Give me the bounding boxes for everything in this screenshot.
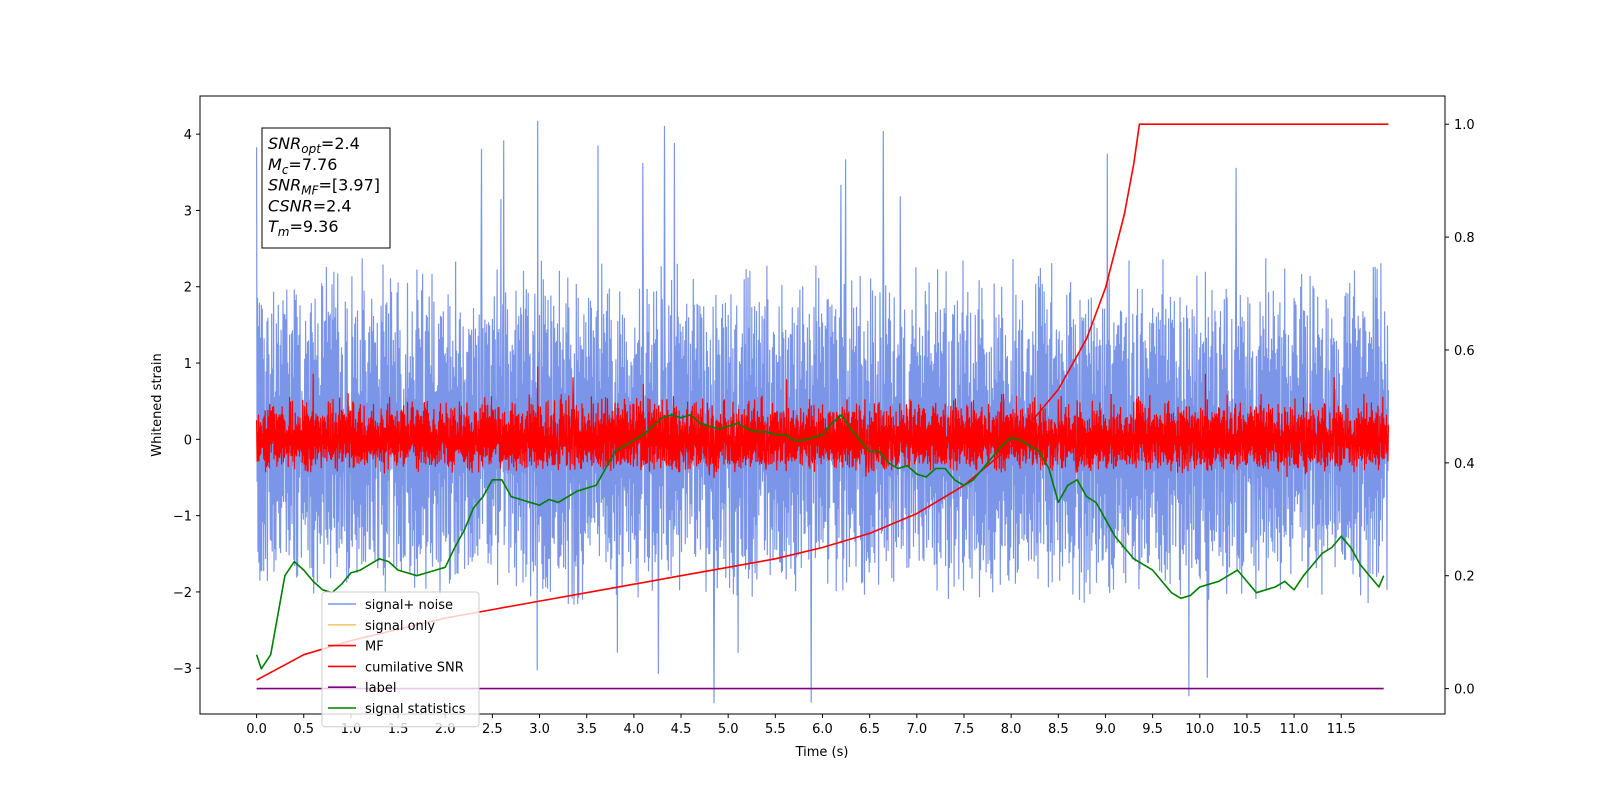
series-signal-statistics [255,414,1385,670]
x-tick-label: 10.5 [1232,722,1261,737]
y-tick-label: −3 [173,662,192,677]
y2-tick-label: 0.8 [1454,231,1475,246]
x-tick-label: 3.0 [529,722,550,737]
x-tick-label: 7.5 [954,722,975,737]
y-axis-label: Whitened strain [150,353,165,456]
annotation-line: SNRopt=2.4 [268,134,360,156]
y-tick-label: 1 [184,357,192,372]
y2-tick-label: 0.2 [1454,570,1475,585]
y2-tick-label: 0.0 [1454,683,1475,698]
legend-label-signal-only: signal only [365,619,435,634]
x-tick-label: 5.0 [718,722,739,737]
y2-tick-label: 0.6 [1454,344,1475,359]
annotation-line: Tm=9.36 [268,217,339,239]
legend: signal+ noise signal only MF cumilative SNR… [321,591,480,728]
y-tick-label: −2 [173,586,192,601]
x-tick-label: 9.5 [1142,722,1163,737]
x-tick-label: 11.0 [1280,722,1309,737]
y-tick-label: 0 [184,433,192,448]
x-tick-label: 5.5 [765,722,786,737]
x-tick-label: 3.5 [576,722,597,737]
legend-label-label: label [365,681,396,696]
y-tick-label: 3 [184,204,192,219]
x-tick-label: 9.0 [1095,722,1116,737]
x-tick-label: 6.5 [859,722,880,737]
series-signal-noise [256,120,1389,704]
x-tick-label: 8.5 [1048,722,1069,737]
x-tick-label: 2.5 [482,722,503,737]
annotation-line: Mc=7.76 [268,155,337,177]
series-mf [256,366,1389,479]
annotation-frame [261,127,391,249]
y2-tick-label: 1.0 [1454,118,1475,133]
x-tick-label: 6.0 [812,722,833,737]
annotation-line: SNRMF=[3.97] [268,176,380,198]
x-tick-label: 7.0 [906,722,927,737]
y-tick-label: 4 [184,128,192,143]
legend-label-cumilative-snr: cumilative SNR [365,660,464,675]
x-tick-label: 0.5 [293,722,314,737]
legend-frame [321,591,480,728]
legend-label-signal-noise: signal+ noise [365,598,453,613]
x-tick-label: 4.0 [624,722,645,737]
x-tick-label: 11.5 [1327,722,1356,737]
y-tick-label: 2 [184,281,192,296]
y2-tick-label: 0.4 [1454,457,1475,472]
annotation-line: CSNR=2.4 [268,196,352,215]
x-tick-label: 8.0 [1001,722,1022,737]
y-tick-label: −1 [173,510,192,525]
x-tick-label: 10.0 [1185,722,1214,737]
legend-label-mf: MF [365,640,384,655]
x-tick-label: 4.5 [671,722,692,737]
legend-label-signal-statistics: signal statistics [365,702,466,717]
x-tick-label: 0.0 [246,722,267,737]
x-axis-label: Time (s) [795,745,849,760]
